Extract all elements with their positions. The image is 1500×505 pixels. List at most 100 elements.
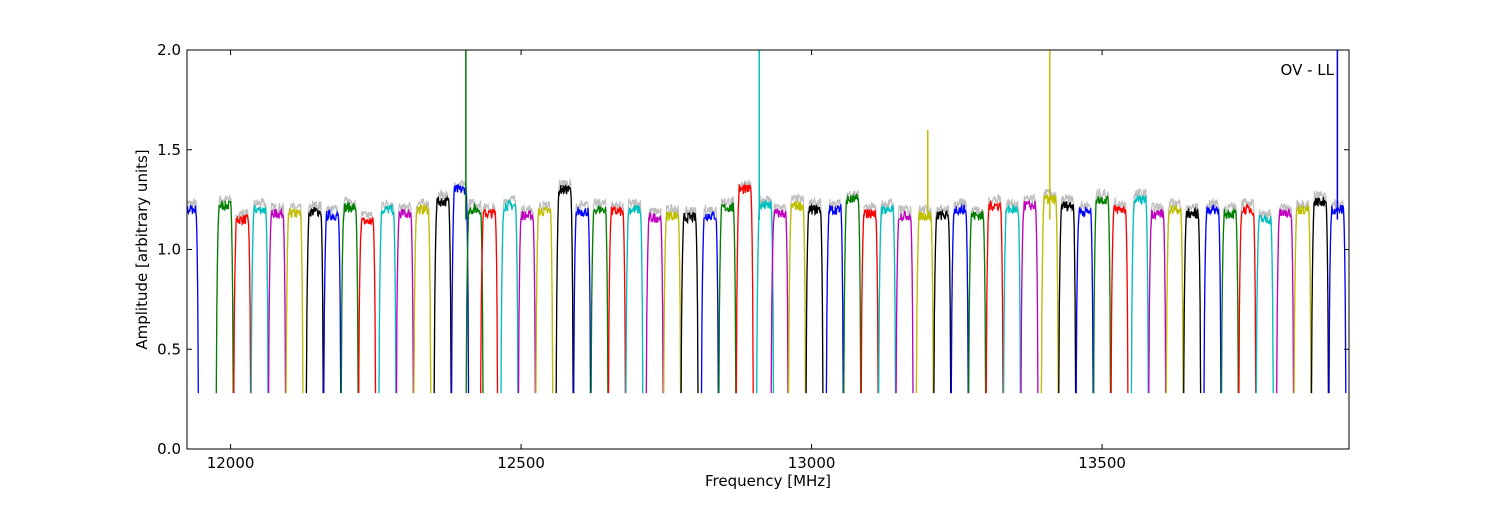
subband-trace: [378, 204, 397, 394]
subband-trace: [517, 209, 536, 394]
subband-trace: [358, 217, 377, 394]
background-trace: [395, 200, 414, 394]
subband-trace: [700, 211, 719, 394]
background-trace: [950, 197, 969, 394]
background-trace: [517, 204, 536, 394]
subband-trace: [950, 203, 969, 394]
subband-trace: [1130, 194, 1149, 394]
background-trace: [645, 207, 664, 394]
x-axis-ticks: 12000 12500 13000 13500: [207, 50, 1126, 472]
subband-trace: [1293, 205, 1312, 394]
subband-trace: [663, 211, 682, 394]
subband-trace: [1020, 200, 1039, 394]
subband-trace: [805, 203, 824, 394]
background-trace: [1276, 202, 1295, 394]
subband-trace: [340, 201, 359, 394]
subband-trace: [680, 211, 699, 394]
background-trace: [555, 178, 574, 394]
background-trace: [250, 197, 269, 394]
subband-trace: [1310, 196, 1330, 394]
background-trace: [590, 197, 609, 394]
subband-trace: [787, 201, 807, 394]
subband-trace: [1238, 203, 1257, 394]
subband-trace: [718, 201, 737, 394]
background-trace: [233, 209, 252, 394]
background-trace: [788, 193, 807, 394]
subband-trace: [985, 200, 1004, 394]
subband-trace: [1165, 203, 1184, 394]
background-trace: [843, 189, 862, 394]
subband-trace: [1093, 195, 1112, 394]
background-trace: [500, 194, 519, 394]
subband-trace: [285, 206, 304, 394]
background-trace: [1328, 198, 1347, 394]
subband-trace: [1328, 203, 1347, 394]
y-tick-label: 1.0: [157, 241, 181, 259]
y-axis-ticks: 0.0 0.5 1.0 1.5 2.0: [157, 41, 1349, 458]
subband-trace: [843, 192, 862, 394]
y-tick-label: 0.5: [157, 340, 181, 358]
subband-trace: [215, 199, 234, 394]
background-trace: [187, 197, 199, 394]
subband-trace: [233, 213, 252, 394]
subband-trace: [1058, 201, 1077, 394]
subband-trace: [465, 202, 484, 394]
subband-trace: [480, 208, 499, 394]
subband-trace: [825, 202, 844, 394]
background-trace: [1293, 199, 1312, 394]
background-trace: [607, 200, 626, 394]
background-trace: [1310, 190, 1329, 394]
subband-trace: [500, 198, 519, 394]
subband-trace: [933, 208, 952, 394]
subband-trace: [607, 205, 627, 394]
background-trace: [700, 204, 719, 394]
subband-trace: [1040, 193, 1059, 394]
subband-trace: [1002, 204, 1022, 394]
y-tick-label: 0.0: [157, 440, 181, 458]
y-tick-label: 1.5: [157, 141, 181, 159]
y-axis-label: Amplitude [arbitrary units]: [133, 149, 151, 349]
subband-trace: [968, 210, 987, 394]
background-trace: [413, 198, 432, 394]
subband-trace: [735, 182, 754, 394]
background-trace: [718, 195, 737, 394]
subband-trace: [250, 205, 269, 394]
subband-trace: [573, 207, 592, 394]
x-tick-label: 12500: [497, 454, 545, 472]
subband-trace: [1183, 206, 1202, 394]
subband-trace: [535, 206, 554, 394]
subband-trace: [1220, 207, 1239, 394]
background-trace: [625, 198, 644, 394]
subband-trace: [413, 203, 432, 394]
background-trace: [663, 203, 682, 394]
plot-frame: [186, 49, 1350, 450]
background-trace: [480, 202, 499, 394]
background-trace: [1093, 188, 1112, 394]
subband-trace: [1148, 208, 1167, 394]
background-trace: [1130, 187, 1149, 394]
subband-trace: [395, 208, 414, 394]
x-axis-label: Frequency [MHz]: [705, 472, 831, 490]
subband-trace: [305, 206, 324, 394]
background-layer: [187, 178, 1347, 394]
subband-trace: [625, 204, 644, 394]
x-tick-label: 13500: [1078, 454, 1126, 472]
background-trace: [878, 197, 897, 394]
subband-trace: [915, 210, 934, 394]
subband-trace: [1203, 204, 1222, 394]
subband-trace: [590, 205, 609, 394]
subband-trace: [187, 205, 199, 394]
subband-trace: [878, 204, 897, 394]
background-trace: [1003, 197, 1021, 394]
background-trace: [285, 201, 304, 394]
subband-trace: [860, 209, 879, 394]
subband-trace: [555, 184, 574, 394]
spike-layer: [465, 50, 1339, 220]
background-trace: [305, 199, 324, 394]
subband-trace: [1075, 207, 1094, 394]
subband-trace: [1276, 208, 1295, 394]
series-layer: [187, 182, 1347, 394]
background-trace: [985, 194, 1004, 394]
